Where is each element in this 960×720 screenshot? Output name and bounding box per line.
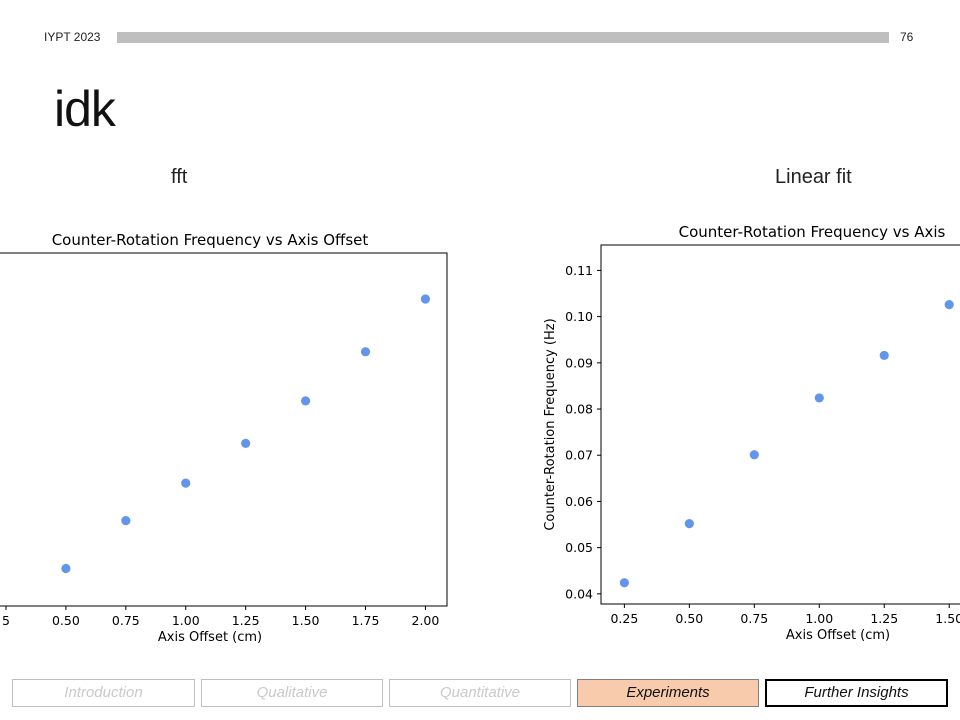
data-point bbox=[61, 563, 71, 574]
y-tick-label: 0.05 bbox=[565, 540, 593, 555]
x-axis-label: Axis Offset (cm) bbox=[158, 630, 262, 645]
data-point bbox=[181, 478, 191, 488]
data-point bbox=[241, 438, 251, 448]
data-point bbox=[749, 450, 759, 460]
chart-title: Counter-Rotation Frequency vs Axis bbox=[679, 223, 946, 241]
nav-tab-qualitative[interactable]: Qualitative bbox=[201, 679, 383, 707]
x-tick-label: 1.25 bbox=[232, 613, 260, 628]
data-point bbox=[300, 396, 311, 406]
y-tick-label: 0.11 bbox=[565, 263, 593, 278]
y-tick-label: 0.04 bbox=[565, 586, 593, 601]
slide-number: 76 bbox=[900, 30, 914, 44]
data-point bbox=[619, 578, 629, 588]
chart-title: Counter-Rotation Frequency vs Axis Offse… bbox=[52, 231, 369, 249]
nav-tab-further-insights[interactable]: Further Insights bbox=[765, 679, 948, 707]
data-point bbox=[684, 519, 694, 529]
x-tick-label: 0.25 bbox=[610, 611, 638, 626]
x-tick-label: 2.00 bbox=[412, 613, 440, 628]
data-point bbox=[879, 350, 889, 361]
right-subtitle: Linear fit bbox=[775, 166, 852, 188]
slide-title: idk bbox=[54, 81, 116, 137]
x-axis-label: Axis Offset (cm) bbox=[786, 628, 890, 643]
x-tick-label: 1.25 bbox=[870, 611, 898, 626]
data-point bbox=[944, 300, 954, 310]
data-point bbox=[360, 347, 371, 357]
header-left-label: IYPT 2023 bbox=[44, 30, 101, 44]
x-tick-label: 1.50 bbox=[292, 613, 320, 628]
x-tick-label: 0.50 bbox=[675, 611, 703, 626]
y-tick-label: 0.08 bbox=[565, 402, 593, 417]
nav-tab-introduction[interactable]: Introduction bbox=[12, 679, 195, 707]
data-point bbox=[814, 393, 824, 403]
y-tick-label: 0.07 bbox=[565, 448, 593, 463]
linear-fit-scatter-chart: Counter-Rotation Frequency vs Axis 0.25 0.… bbox=[543, 223, 960, 643]
fft-scatter-chart: Counter-Rotation Frequency vs Axis Offse… bbox=[0, 231, 448, 645]
y-axis-label: Counter-Rotation Frequency (Hz) bbox=[543, 318, 558, 530]
x-tick-label: 5 bbox=[2, 613, 10, 628]
header-progress-bar bbox=[117, 32, 889, 43]
data-point bbox=[420, 294, 431, 304]
y-tick-label: 0.09 bbox=[565, 355, 593, 370]
x-tick-label: 1.50 bbox=[935, 611, 960, 626]
x-tick-label: 1.75 bbox=[352, 613, 380, 628]
plot-frame bbox=[0, 252, 448, 607]
x-tick-label: 0.75 bbox=[112, 613, 140, 628]
y-tick-label: 0.06 bbox=[565, 494, 593, 509]
y-tick-label: 0.10 bbox=[565, 309, 593, 324]
x-tick-label: 1.00 bbox=[805, 611, 833, 626]
x-tick-label: 1.00 bbox=[172, 613, 200, 628]
plot-frame bbox=[600, 244, 960, 605]
left-subtitle: fft bbox=[171, 166, 188, 188]
nav-tab-experiments[interactable]: Experiments bbox=[577, 679, 759, 707]
x-tick-label: 0.50 bbox=[52, 613, 80, 628]
x-tick-label: 0.75 bbox=[740, 611, 768, 626]
data-point bbox=[121, 516, 131, 526]
nav-tab-quantitative[interactable]: Quantitative bbox=[389, 679, 571, 707]
